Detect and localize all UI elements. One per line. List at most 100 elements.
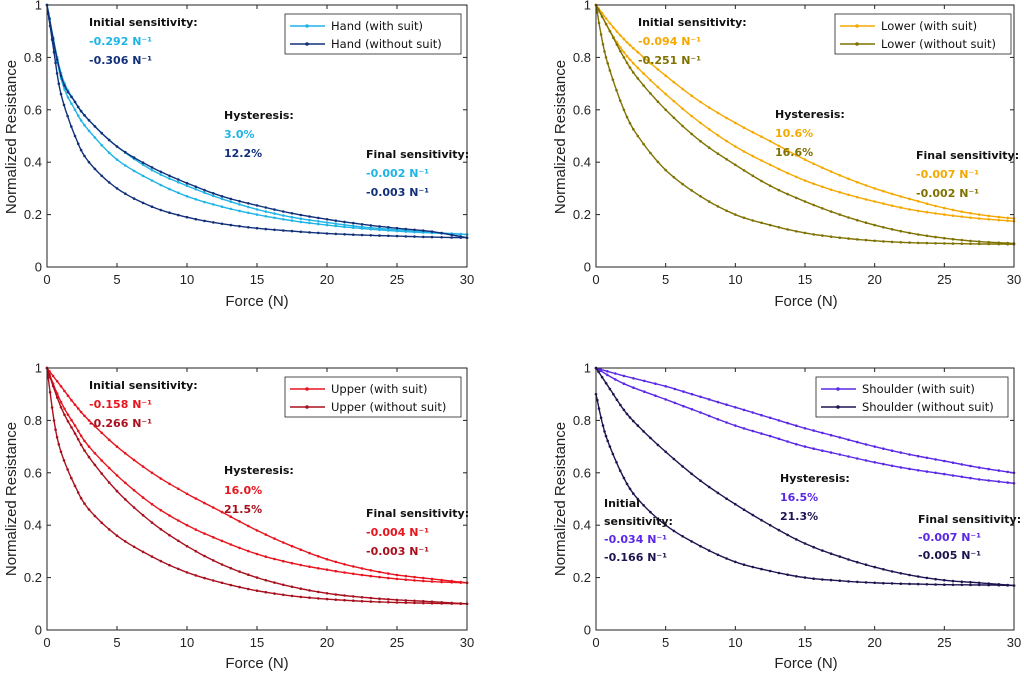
data-point: [612, 26, 615, 29]
data-point: [890, 192, 894, 196]
data-point: [821, 449, 824, 453]
x-tick-label: 25: [390, 272, 404, 287]
data-point: [73, 134, 77, 138]
data-point: [440, 580, 443, 584]
data-point: [194, 217, 198, 221]
data-point: [716, 418, 720, 421]
data-point: [760, 221, 763, 225]
data-point: [725, 557, 728, 560]
initial-sensitivity-label-2: sensitivity:: [604, 515, 673, 528]
data-point: [79, 496, 83, 500]
hysteresis-label: Hysteresis:: [224, 109, 294, 122]
data-point: [681, 535, 684, 538]
x-axis-label: Force (N): [774, 293, 837, 310]
data-point: [76, 407, 80, 410]
data-point: [829, 578, 833, 582]
data-point: [404, 601, 408, 604]
data-point: [632, 377, 635, 380]
data-point: [440, 231, 443, 235]
data-point: [916, 469, 920, 472]
data-point: [73, 108, 77, 112]
data-point: [977, 242, 981, 246]
data-point: [890, 464, 894, 468]
data-point: [308, 596, 311, 599]
data-point: [628, 121, 632, 125]
data-point: [440, 601, 443, 604]
data-point: [238, 546, 241, 550]
data-point: [229, 200, 233, 203]
data-point: [124, 192, 127, 195]
data-point: [177, 180, 180, 184]
data-point: [159, 559, 163, 563]
y-axis-label: Normalized Resistance: [552, 422, 569, 576]
data-point: [777, 167, 781, 171]
data-point: [76, 105, 80, 109]
data-point: [812, 182, 815, 186]
data-point: [611, 452, 615, 456]
data-point: [422, 601, 425, 605]
data-point: [838, 555, 842, 558]
data-point: [664, 168, 667, 172]
data-point: [707, 485, 711, 489]
data-point: [997, 583, 1001, 586]
legend-marker: [305, 42, 309, 46]
data-point: [308, 231, 311, 234]
data-point: [369, 574, 373, 578]
initial-sensitivity-value: -0.266 N⁻¹: [89, 417, 152, 430]
data-point: [608, 22, 612, 25]
data-point: [413, 579, 416, 582]
data-point: [977, 466, 981, 469]
data-point: [882, 189, 885, 193]
data-point: [716, 553, 720, 557]
data-point: [52, 419, 56, 422]
data-point: [734, 424, 737, 427]
data-point: [821, 185, 824, 189]
data-point: [73, 484, 77, 488]
data-point: [115, 145, 119, 148]
data-point: [997, 480, 1001, 483]
data-point: [404, 578, 408, 581]
data-point: [255, 204, 259, 207]
data-point: [795, 230, 798, 233]
data-point: [899, 241, 903, 244]
data-point: [404, 599, 408, 602]
data-point: [803, 231, 807, 235]
data-point: [387, 227, 390, 231]
data-point: [194, 185, 198, 188]
legend-label: Shoulder (without suit): [862, 400, 994, 414]
data-point: [168, 563, 171, 567]
y-tick-label: 0.8: [24, 413, 42, 428]
data-point: [66, 96, 70, 99]
final-sensitivity-value: -0.004 N⁻¹: [366, 526, 429, 539]
final-sensitivity-value: -0.003 N⁻¹: [366, 186, 429, 199]
x-tick-label: 15: [798, 272, 812, 287]
data-point: [63, 407, 66, 411]
data-point: [725, 139, 728, 143]
data-point: [829, 235, 833, 238]
x-tick-label: 10: [180, 272, 194, 287]
data-point: [387, 234, 390, 238]
x-tick-label: 30: [460, 272, 474, 287]
data-point: [596, 398, 599, 402]
data-point: [70, 95, 73, 99]
data-point: [636, 134, 640, 138]
data-point: [247, 202, 250, 205]
data-point: [203, 554, 206, 558]
data-point: [742, 508, 746, 512]
data-point: [387, 598, 390, 601]
data-point: [742, 150, 746, 153]
data-point: [847, 216, 850, 219]
data-point: [1006, 470, 1009, 474]
data-point: [864, 563, 868, 566]
data-point: [282, 229, 285, 232]
data-point: [124, 150, 127, 154]
data-point: [699, 411, 702, 414]
data-point: [317, 220, 320, 223]
data-point: [636, 497, 640, 501]
legend: Upper (with suit) Upper (without suit): [284, 376, 462, 418]
data-point: [751, 154, 755, 158]
data-point: [132, 156, 136, 159]
data-point: [100, 459, 103, 462]
data-point: [159, 170, 163, 174]
data-point: [1006, 481, 1009, 484]
